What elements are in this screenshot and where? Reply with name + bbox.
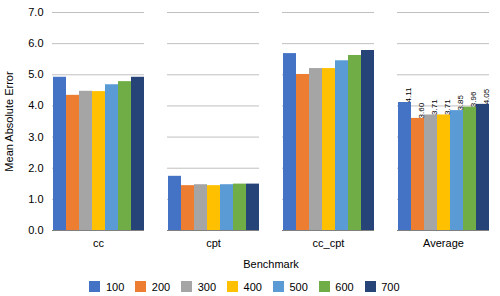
svg-text:cc: cc [93, 237, 105, 249]
html-text:300: 300 [197, 280, 217, 293]
html-text:700: 700 [381, 280, 400, 293]
svg-text:3.71: 3.71 [443, 99, 452, 115]
svg-text:Average: Average [423, 237, 464, 249]
svg-text:4.11: 4.11 [404, 87, 413, 103]
svg-text:cpt: cpt [206, 237, 221, 249]
svg-text:cc_cpt: cc_cpt [313, 237, 345, 249]
svg-text:3.71: 3.71 [430, 99, 439, 115]
html-text:200: 200 [151, 280, 171, 293]
svg-text:3.0: 3.0 [28, 131, 43, 143]
html-text:600: 600 [335, 280, 354, 293]
svg-text:Benchmark: Benchmark [243, 258, 299, 270]
svg-text:6.0: 6.0 [28, 37, 43, 49]
html-text:500: 500 [289, 280, 308, 293]
svg-text:3.85: 3.85 [456, 94, 465, 110]
svg-text:7.0: 7.0 [28, 6, 43, 18]
html-text:400: 400 [243, 280, 262, 293]
html-text:100: 100 [106, 280, 125, 293]
svg-text:0.0: 0.0 [28, 224, 43, 236]
svg-text:3.60: 3.60 [417, 102, 426, 118]
svg-text:3.96: 3.96 [469, 91, 478, 107]
svg-text:Mean Absolute Error: Mean Absolute Error [3, 71, 15, 172]
svg-text:4.05: 4.05 [482, 88, 491, 104]
svg-text:4.0: 4.0 [28, 99, 43, 111]
svg-text:2.0: 2.0 [28, 162, 43, 174]
svg-text:1.0: 1.0 [28, 193, 43, 205]
svg-text:5.0: 5.0 [28, 68, 43, 80]
